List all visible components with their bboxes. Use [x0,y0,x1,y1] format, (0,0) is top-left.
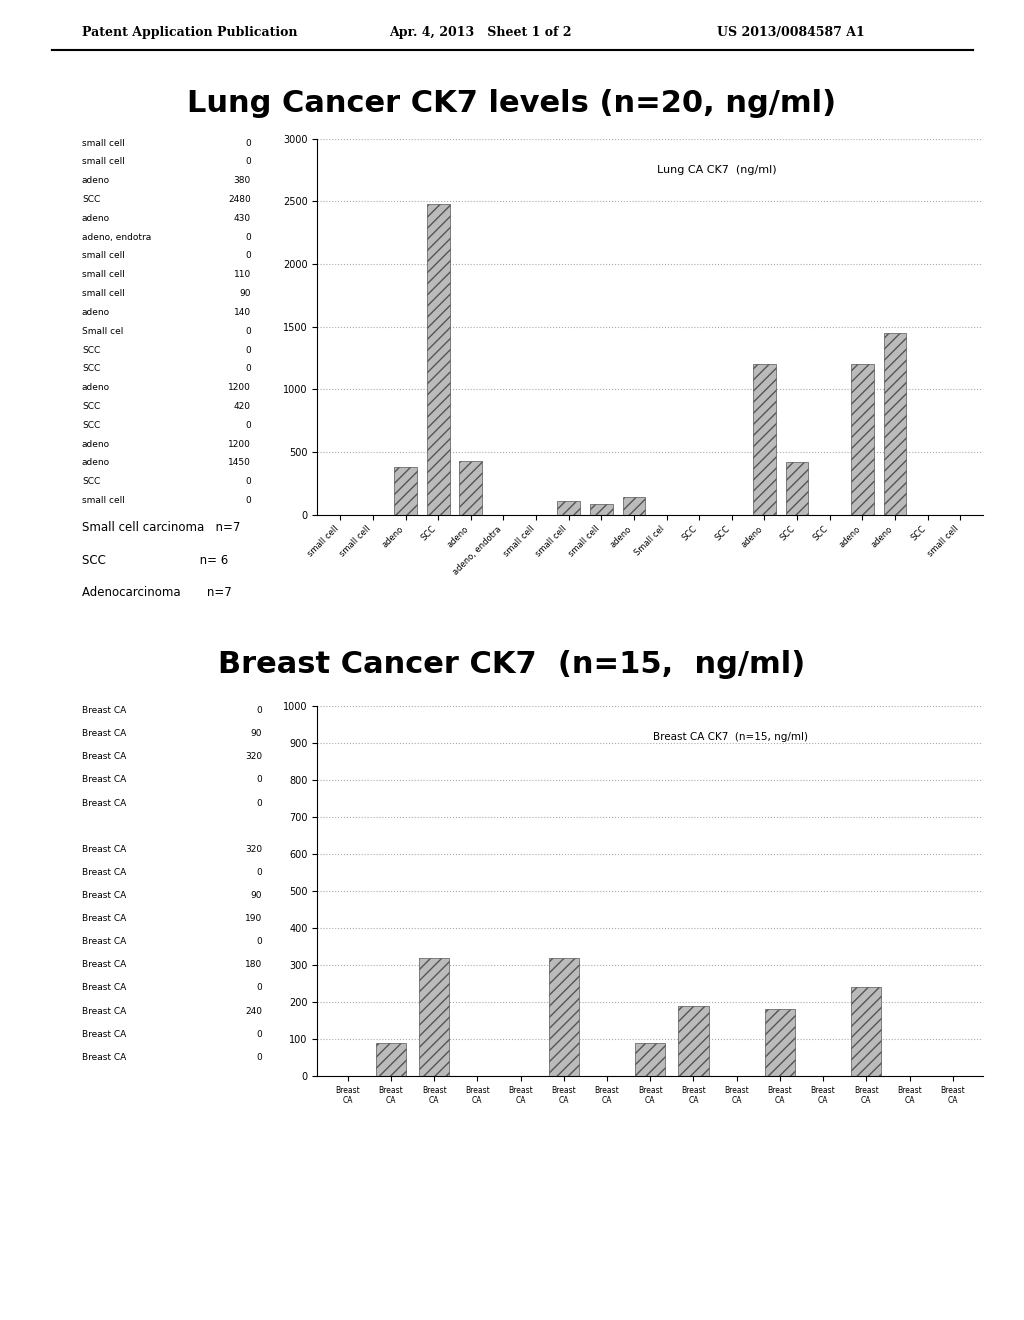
Text: 0: 0 [245,346,251,355]
Text: small cell: small cell [82,271,125,280]
Text: 1450: 1450 [228,458,251,467]
Text: 0: 0 [256,776,262,784]
Bar [753,364,776,515]
Text: 0: 0 [256,799,262,808]
Text: Adenocarcinoma       n=7: Adenocarcinoma n=7 [82,586,231,599]
Text: Breast Cancer CK7  (n=15,  ng/ml): Breast Cancer CK7 (n=15, ng/ml) [218,651,806,680]
Text: Patent Application Publication: Patent Application Publication [82,25,297,38]
Bar [678,1006,709,1076]
Text: 90: 90 [251,729,262,738]
Text: Breast CA: Breast CA [82,752,126,762]
Text: adeno: adeno [82,440,110,449]
Bar [623,498,645,515]
Text: Breast CA: Breast CA [82,706,126,715]
Bar [557,502,580,515]
Text: Breast CA: Breast CA [82,1030,126,1039]
Text: 0: 0 [256,706,262,715]
Text: adeno, endotra: adeno, endotra [82,232,152,242]
Bar [376,1043,407,1076]
Bar [635,1043,666,1076]
Text: Small cel: Small cel [82,327,123,335]
Text: Breast CA: Breast CA [82,913,126,923]
Text: 320: 320 [245,752,262,762]
Text: SCC: SCC [82,364,100,374]
Text: 430: 430 [233,214,251,223]
Text: SCC: SCC [82,195,100,205]
Bar [765,1010,795,1076]
Text: Breast CA: Breast CA [82,1053,126,1061]
Text: 90: 90 [240,289,251,298]
Text: adeno: adeno [82,214,110,223]
Text: adeno: adeno [82,176,110,185]
Bar [394,467,417,515]
Text: SCC                         n= 6: SCC n= 6 [82,554,228,566]
Text: US 2013/0084587 A1: US 2013/0084587 A1 [717,25,864,38]
Text: Breast CA: Breast CA [82,983,126,993]
Text: 0: 0 [245,157,251,166]
Text: Breast CA: Breast CA [82,729,126,738]
Text: 110: 110 [233,271,251,280]
Text: 0: 0 [256,983,262,993]
Text: Small cell carcinoma   n=7: Small cell carcinoma n=7 [82,521,241,535]
Text: adeno: adeno [82,458,110,467]
Text: 90: 90 [251,891,262,900]
Text: Breast CA: Breast CA [82,869,126,876]
Text: 0: 0 [245,139,251,148]
Text: 0: 0 [245,251,251,260]
Text: 240: 240 [245,1006,262,1015]
Text: Breast CA: Breast CA [82,845,126,854]
Text: 190: 190 [245,913,262,923]
Text: 420: 420 [233,401,251,411]
Text: Breast CA: Breast CA [82,776,126,784]
Text: 0: 0 [245,364,251,374]
Text: SCC: SCC [82,421,100,430]
Text: small cell: small cell [82,289,125,298]
Text: SCC: SCC [82,346,100,355]
Text: 0: 0 [245,496,251,506]
Text: Lung Cancer CK7 levels (n=20, ng/ml): Lung Cancer CK7 levels (n=20, ng/ml) [187,90,837,119]
Text: 1200: 1200 [228,383,251,392]
Bar [427,203,450,515]
Text: 0: 0 [256,1053,262,1061]
Text: small cell: small cell [82,157,125,166]
Text: 1200: 1200 [228,440,251,449]
Text: Apr. 4, 2013   Sheet 1 of 2: Apr. 4, 2013 Sheet 1 of 2 [389,25,571,38]
Text: Breast CA: Breast CA [82,799,126,808]
Text: 0: 0 [256,869,262,876]
Text: 0: 0 [245,327,251,335]
Text: 0: 0 [245,232,251,242]
Text: Breast CA: Breast CA [82,961,126,969]
Bar [549,957,579,1076]
Text: SCC: SCC [82,401,100,411]
Text: Lung CA CK7  (ng/ml): Lung CA CK7 (ng/ml) [657,165,776,176]
Text: 180: 180 [245,961,262,969]
Text: adeno: adeno [82,308,110,317]
Bar [884,333,906,515]
Bar [851,987,882,1076]
Text: SCC: SCC [82,478,100,486]
Text: 380: 380 [233,176,251,185]
Text: Breast CA CK7  (n=15, ng/ml): Breast CA CK7 (n=15, ng/ml) [652,733,808,742]
Text: small cell: small cell [82,139,125,148]
Text: Breast CA: Breast CA [82,937,126,946]
Text: small cell: small cell [82,251,125,260]
Text: Breast CA: Breast CA [82,1006,126,1015]
Text: 140: 140 [233,308,251,317]
Text: 2480: 2480 [228,195,251,205]
Text: 0: 0 [245,421,251,430]
Text: 0: 0 [245,478,251,486]
Bar [785,462,809,515]
Text: small cell: small cell [82,496,125,506]
Text: 0: 0 [256,1030,262,1039]
Bar [460,461,482,515]
Text: adeno: adeno [82,383,110,392]
Bar [590,503,612,515]
Bar [851,364,873,515]
Text: 0: 0 [256,937,262,946]
Bar [419,957,450,1076]
Text: 320: 320 [245,845,262,854]
Text: Breast CA: Breast CA [82,891,126,900]
